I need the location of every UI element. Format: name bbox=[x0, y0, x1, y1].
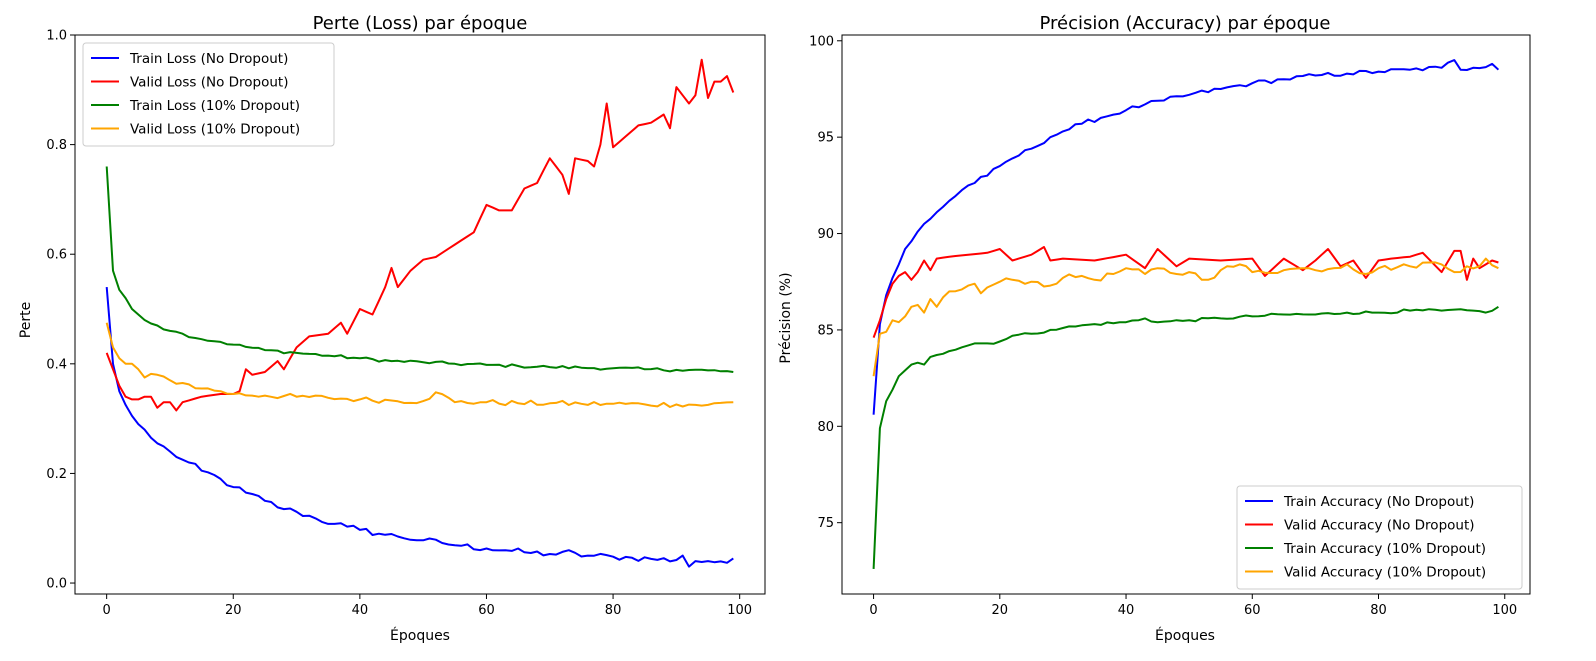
x-tick-label: 40 bbox=[352, 603, 369, 618]
y-tick-label: 0.6 bbox=[46, 248, 67, 263]
y-tick-label: 85 bbox=[817, 323, 834, 338]
legend-label: Train Accuracy (No Dropout) bbox=[1283, 494, 1474, 510]
series-line bbox=[872, 246, 1499, 338]
loss-chart-legend: Train Loss (No Dropout) Valid Loss (No Dr… bbox=[82, 42, 335, 147]
accuracy-chart-ylabel: Précision (%) bbox=[778, 272, 794, 363]
y-tick-label: 95 bbox=[817, 131, 834, 146]
x-tick-label: 80 bbox=[605, 603, 622, 618]
loss-chart: Perte (Loss) par époque Époques Perte 0 2… bbox=[18, 13, 766, 644]
y-tick-label: 90 bbox=[817, 227, 834, 242]
y-tick-label: 0.0 bbox=[46, 577, 67, 592]
series-line bbox=[105, 58, 735, 412]
loss-chart-xlabel: Époques bbox=[390, 627, 450, 644]
loss-chart-ticks: 0 20 40 60 80 100 0.0 0.2 0.4 0.6 0.8 1.0 bbox=[46, 29, 752, 619]
loss-chart-frame bbox=[74, 34, 766, 595]
loss-chart-lines bbox=[105, 58, 735, 568]
series-line bbox=[872, 59, 1500, 415]
y-tick-label: 0.2 bbox=[46, 467, 67, 482]
legend-label: Valid Accuracy (10% Dropout) bbox=[1284, 565, 1486, 581]
x-tick-label: 80 bbox=[1370, 603, 1387, 618]
y-tick-label: 0.4 bbox=[46, 357, 67, 372]
accuracy-chart-title: Précision (Accuracy) par époque bbox=[1040, 13, 1331, 34]
series-line bbox=[105, 322, 734, 408]
accuracy-chart-xlabel: Époques bbox=[1155, 627, 1215, 644]
legend-label: Train Loss (No Dropout) bbox=[129, 51, 288, 67]
accuracy-chart-frame bbox=[841, 34, 1531, 595]
x-tick-label: 0 bbox=[103, 603, 111, 618]
x-tick-label: 20 bbox=[992, 603, 1009, 618]
x-tick-label: 40 bbox=[1118, 603, 1135, 618]
x-tick-label: 20 bbox=[225, 603, 242, 618]
series-line bbox=[872, 257, 1499, 377]
y-tick-label: 75 bbox=[817, 516, 834, 531]
legend-label: Train Loss (10% Dropout) bbox=[129, 98, 300, 114]
accuracy-chart-ticks: 0 20 40 60 80 100 75 80 85 90 95 100 bbox=[809, 34, 1517, 618]
y-tick-label: 0.8 bbox=[46, 138, 67, 153]
accuracy-chart-legend: Train Accuracy (No Dropout) Valid Accurac… bbox=[1236, 485, 1523, 590]
series-line bbox=[105, 166, 734, 373]
legend-box bbox=[1236, 485, 1523, 590]
legend-label: Valid Loss (10% Dropout) bbox=[130, 122, 300, 138]
x-tick-label: 100 bbox=[727, 603, 752, 618]
x-tick-label: 100 bbox=[1492, 603, 1517, 618]
x-tick-label: 60 bbox=[1244, 603, 1261, 618]
y-tick-label: 100 bbox=[809, 34, 834, 49]
legend-label: Train Accuracy (10% Dropout) bbox=[1283, 541, 1486, 557]
series-line bbox=[872, 305, 1499, 569]
series-line bbox=[105, 287, 734, 568]
accuracy-chart: Précision (Accuracy) par époque Époques … bbox=[778, 13, 1531, 644]
legend-label: Valid Loss (No Dropout) bbox=[130, 75, 289, 91]
accuracy-chart-lines bbox=[872, 59, 1500, 569]
y-tick-label: 80 bbox=[817, 420, 834, 435]
legend-box bbox=[82, 42, 335, 147]
y-tick-label: 1.0 bbox=[46, 29, 67, 44]
legend-label: Valid Accuracy (No Dropout) bbox=[1284, 518, 1475, 534]
x-tick-label: 60 bbox=[478, 603, 495, 618]
x-tick-label: 0 bbox=[869, 603, 877, 618]
loss-chart-title: Perte (Loss) par époque bbox=[313, 13, 528, 34]
loss-chart-ylabel: Perte bbox=[18, 302, 34, 338]
